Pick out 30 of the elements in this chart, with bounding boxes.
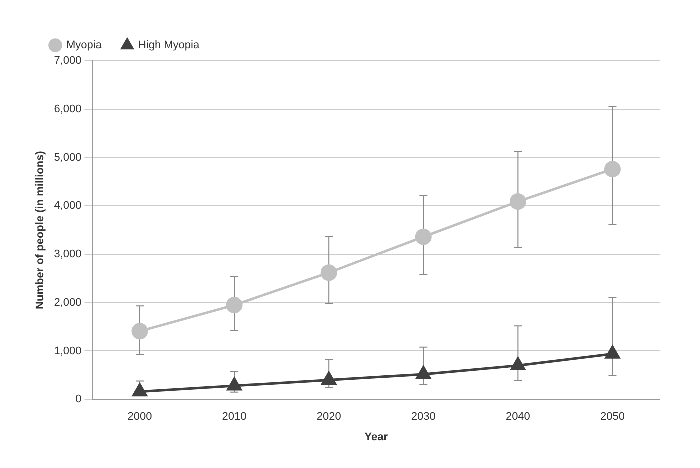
point (322, 372, 336, 385)
y-tick-label: 4,000 (54, 200, 82, 212)
y-tick-label: 2,000 (54, 296, 82, 309)
point (132, 384, 148, 397)
x-tick-label: 2000 (128, 411, 152, 424)
legend-label: Myopia (66, 40, 103, 52)
point (132, 323, 148, 340)
y-tick-label: 0 (76, 394, 82, 406)
point (605, 346, 620, 359)
point (226, 297, 243, 314)
point (604, 161, 621, 178)
x-tick-label: 2010 (222, 411, 247, 424)
y-tick-label: 1,000 (54, 345, 82, 358)
y-tick-label: 5,000 (54, 152, 82, 164)
x-axis-title: Year (364, 431, 389, 444)
point (320, 264, 338, 282)
point (510, 357, 526, 370)
point (227, 378, 242, 391)
x-tick-label: 2030 (411, 411, 436, 424)
y-tick-label: 7,000 (54, 55, 82, 68)
y-tick-label: 3,000 (54, 248, 82, 261)
point (415, 228, 432, 246)
point (416, 366, 431, 380)
legend-label: High Myopia (138, 40, 200, 52)
x-tick-label: 2040 (506, 411, 530, 424)
point (510, 194, 526, 210)
y-tick-label: 6,000 (54, 103, 82, 116)
x-tick-label: 2020 (316, 411, 342, 424)
x-tick-label: 2050 (600, 411, 625, 424)
y-axis-title: Number of people (in millions) (34, 150, 47, 310)
